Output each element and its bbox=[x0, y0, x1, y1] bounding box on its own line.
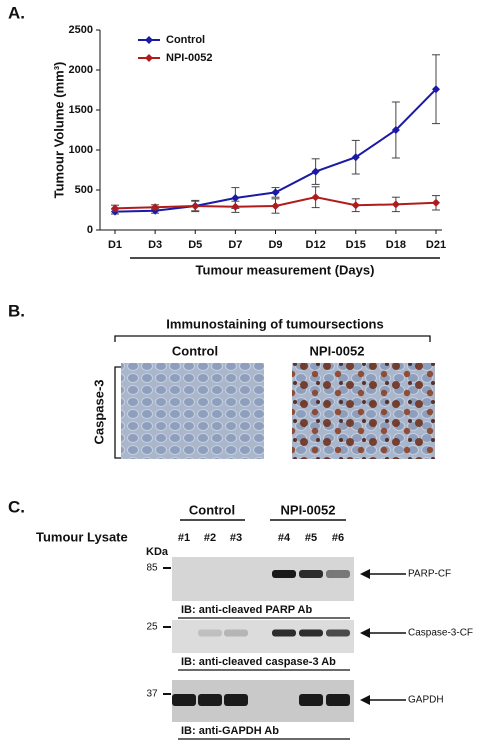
blot bbox=[172, 620, 354, 653]
x-tick-label: D1 bbox=[108, 239, 122, 251]
x-tick-label: D5 bbox=[188, 239, 202, 251]
marker bbox=[351, 153, 360, 162]
group-label: Control bbox=[189, 502, 235, 517]
lane-label: #4 bbox=[278, 532, 291, 544]
band bbox=[326, 629, 350, 637]
band bbox=[224, 694, 248, 706]
row-label: Tumour Lysate bbox=[36, 529, 128, 544]
marker bbox=[391, 200, 400, 209]
column-label: NPI-0052 bbox=[310, 343, 365, 358]
target-label: GAPDH bbox=[408, 695, 444, 706]
legend-marker bbox=[145, 36, 153, 44]
band bbox=[299, 570, 323, 578]
unit-label: KDa bbox=[146, 546, 169, 558]
marker bbox=[111, 204, 119, 213]
marker bbox=[191, 202, 200, 210]
y-tick-label: 1500 bbox=[69, 104, 93, 116]
lane-label: #6 bbox=[332, 532, 344, 544]
bracket bbox=[114, 366, 121, 459]
band bbox=[299, 694, 323, 706]
size-marker: 37 bbox=[146, 689, 158, 700]
y-tick-label: 1000 bbox=[69, 144, 93, 156]
marker bbox=[432, 85, 440, 94]
arrow-head bbox=[360, 569, 370, 579]
antibody-label: IB: anti-cleaved caspase-3 Ab bbox=[181, 656, 336, 668]
x-tick-label: D18 bbox=[386, 239, 406, 251]
y-tick-label: 2500 bbox=[69, 24, 93, 36]
y-tick-label: 500 bbox=[75, 184, 93, 196]
lane-label: #1 bbox=[178, 532, 190, 544]
target-label: Caspase-3-CF bbox=[408, 628, 473, 639]
size-marker: 25 bbox=[146, 622, 158, 633]
blots: #1 #2 #3 #4 #5 #6 85 PARP-CF IB: anti-cleaved PA… bbox=[146, 532, 473, 740]
x-tick-label: D7 bbox=[228, 239, 242, 251]
band bbox=[198, 629, 222, 637]
lane-label: #5 bbox=[305, 532, 317, 544]
y-tick-label: 0 bbox=[87, 224, 93, 236]
x-tick-label: D21 bbox=[426, 239, 446, 251]
marker bbox=[351, 201, 360, 210]
marker bbox=[432, 198, 440, 207]
antibody-label: IB: anti-cleaved PARP Ab bbox=[181, 604, 312, 616]
band bbox=[326, 570, 350, 578]
micrograph bbox=[121, 363, 264, 459]
stain bbox=[292, 363, 435, 459]
row-label: Caspase-3 bbox=[91, 379, 106, 444]
legend-label: NPI-0052 bbox=[166, 52, 212, 64]
lane-label: #2 bbox=[204, 532, 216, 544]
band bbox=[326, 694, 350, 706]
y-tick-label: 2000 bbox=[69, 64, 93, 76]
band bbox=[272, 629, 296, 637]
size-marker: 85 bbox=[146, 563, 158, 574]
x-tick-label: D3 bbox=[148, 239, 162, 251]
panel-title: Immunostaining of tumoursections bbox=[166, 316, 383, 331]
marker bbox=[231, 194, 240, 202]
marker bbox=[311, 167, 320, 176]
legend-label: Control bbox=[166, 34, 205, 46]
antibody-label: IB: anti-GAPDH Ab bbox=[181, 725, 279, 737]
panel-label: A. bbox=[8, 3, 25, 22]
bracket bbox=[114, 335, 431, 342]
target-label: PARP-CF bbox=[408, 569, 451, 580]
panel-label: C. bbox=[8, 497, 25, 516]
lane-label: #3 bbox=[230, 532, 242, 544]
legend-marker bbox=[145, 54, 153, 62]
plot: 0 500 1000 1500 2000 2500 D1 D3 D5 D7 D9 D12 D15 D18 D… bbox=[69, 24, 447, 251]
marker bbox=[391, 126, 400, 134]
marker bbox=[311, 193, 320, 202]
band bbox=[172, 694, 196, 706]
y-axis-label: Tumour Volume (mm³) bbox=[51, 62, 66, 199]
x-tick-label: D12 bbox=[306, 239, 326, 251]
arrow-head bbox=[360, 628, 370, 638]
x-tick-label: D15 bbox=[346, 239, 366, 251]
column-label: Control bbox=[172, 343, 218, 358]
marker bbox=[271, 188, 280, 197]
band bbox=[198, 694, 222, 706]
blot bbox=[172, 557, 354, 601]
marker bbox=[271, 202, 280, 210]
band bbox=[299, 629, 323, 637]
band bbox=[272, 570, 296, 578]
x-tick-label: D9 bbox=[268, 239, 282, 251]
x-axis-label: Tumour measurement (Days) bbox=[196, 262, 375, 277]
panel-label: B. bbox=[8, 301, 25, 320]
marker bbox=[231, 202, 240, 211]
marker bbox=[151, 203, 160, 212]
arrow-head bbox=[360, 695, 370, 705]
group-label: NPI-0052 bbox=[281, 502, 336, 517]
band bbox=[224, 629, 248, 637]
